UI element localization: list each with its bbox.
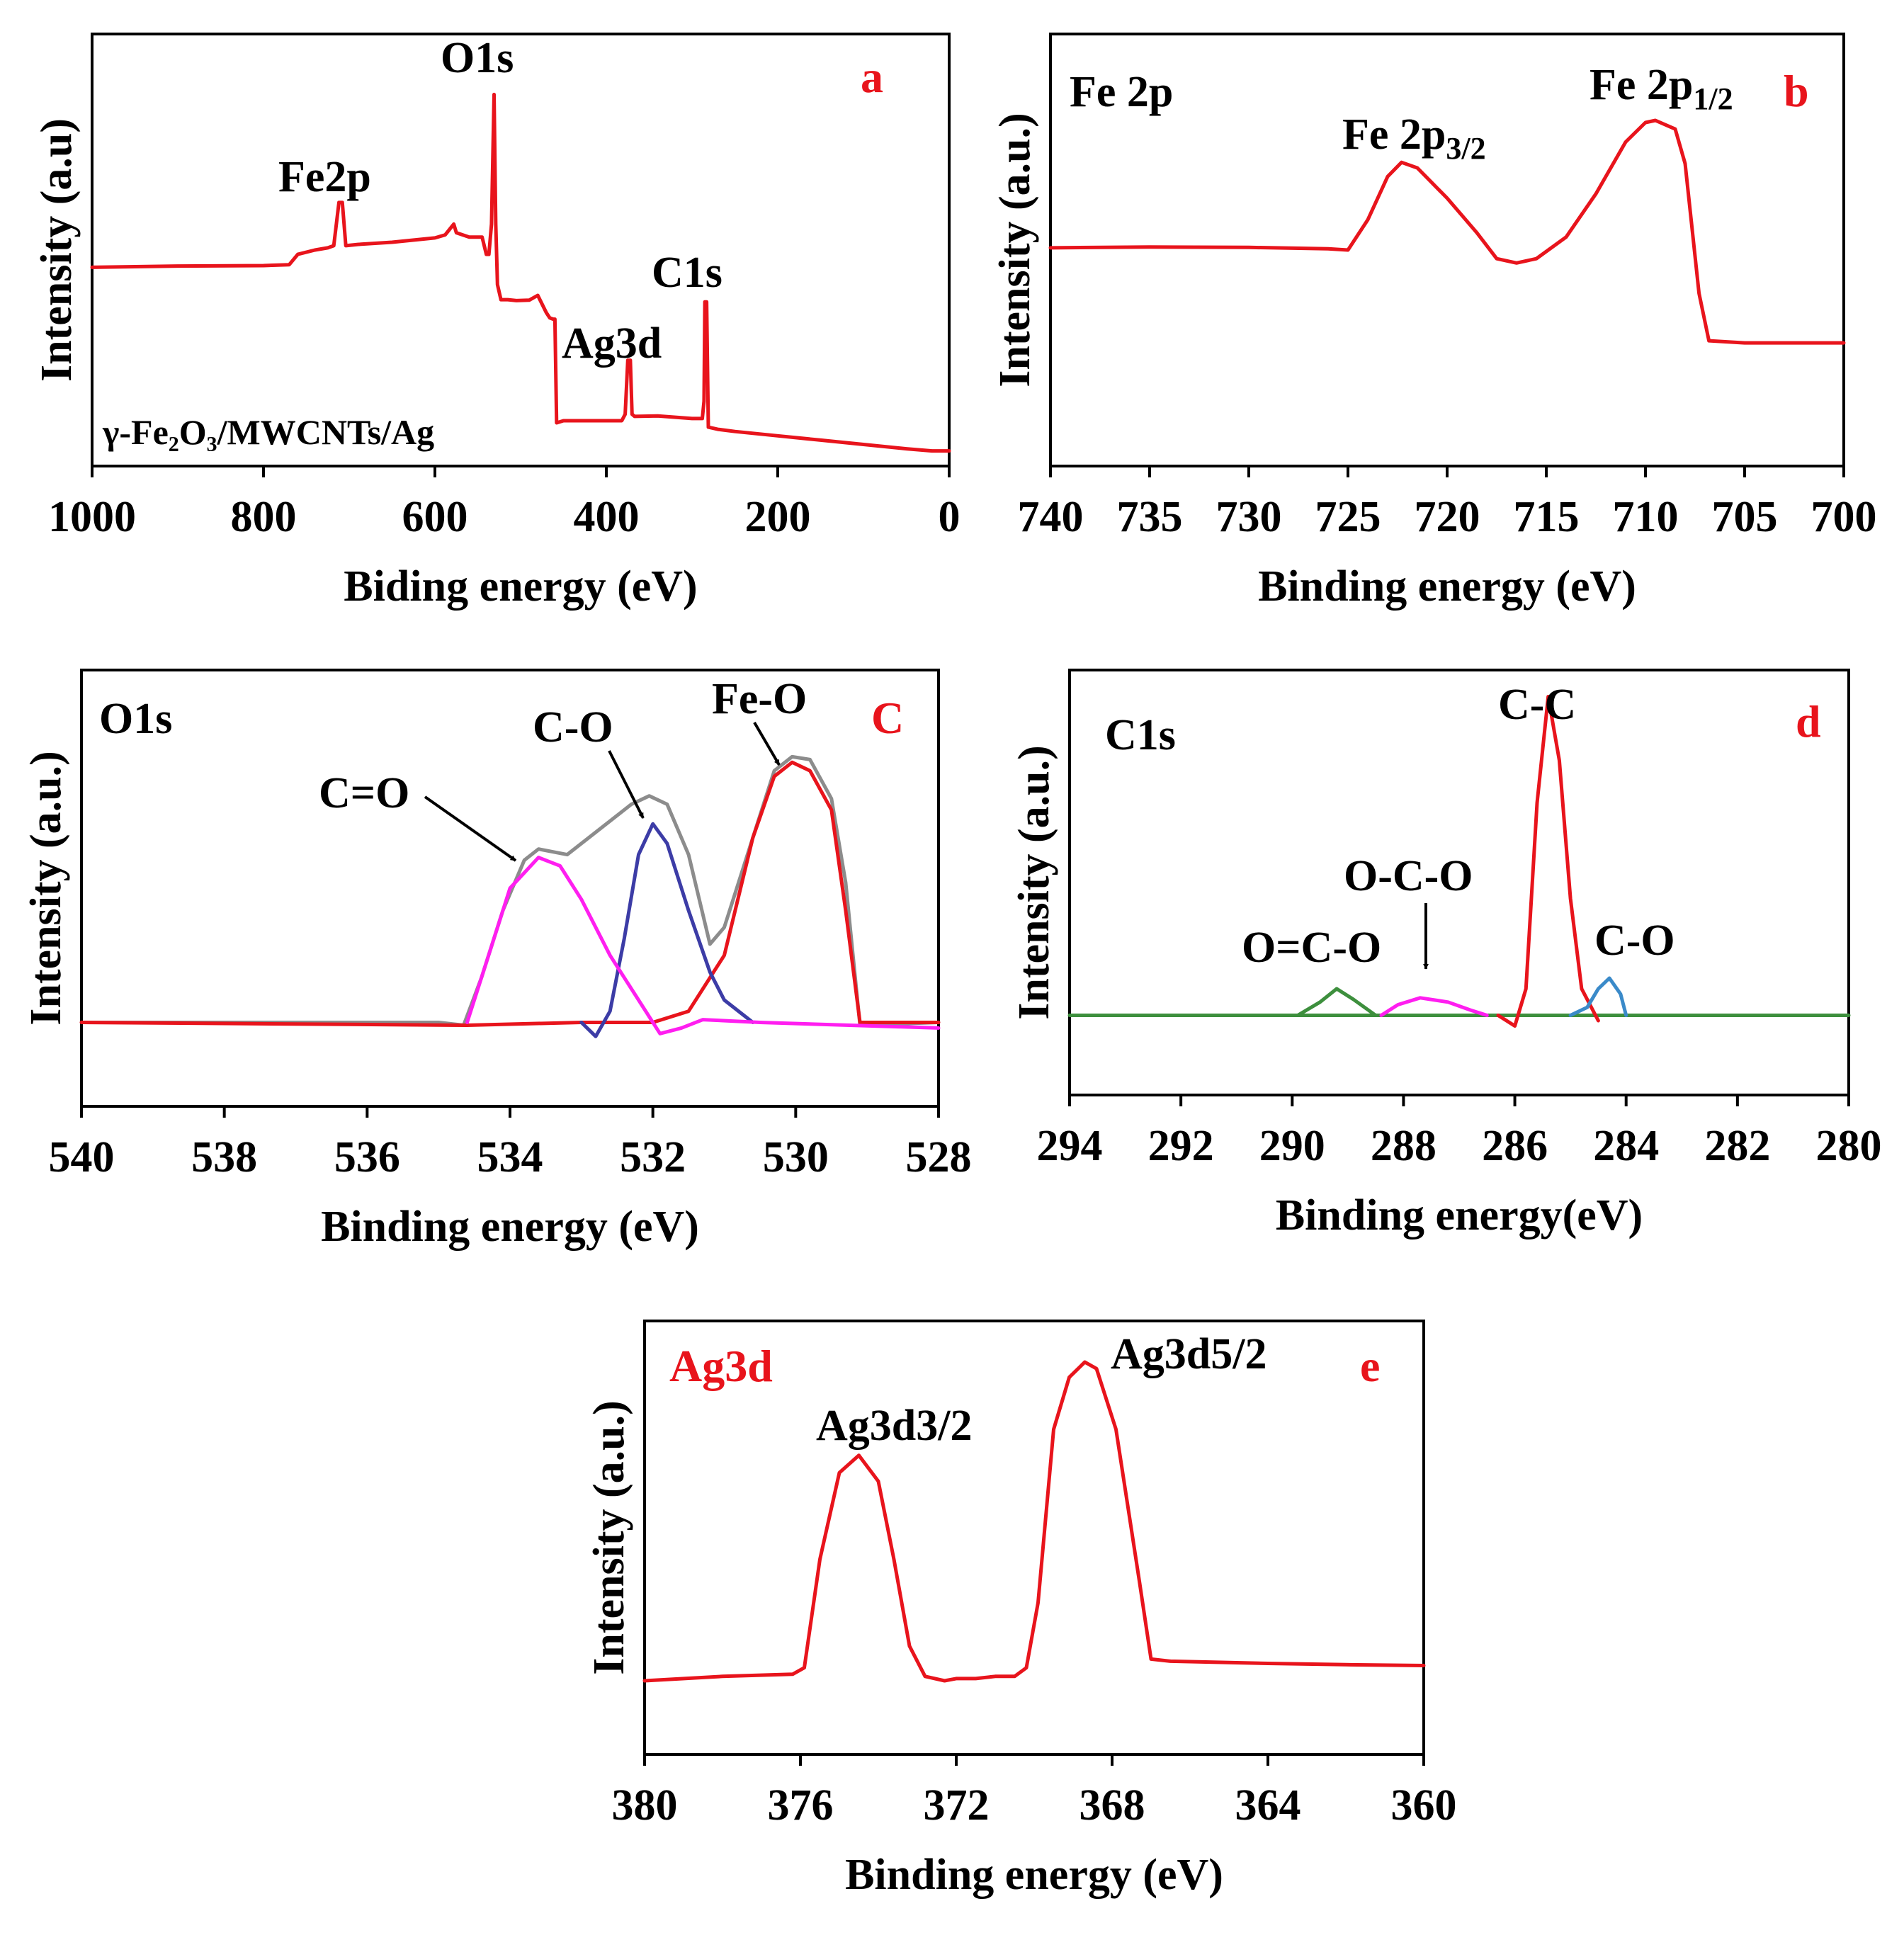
x-axis-label-a: Biding energy (eV) <box>344 562 697 611</box>
x-tick-label-d: 288 <box>1371 1122 1436 1170</box>
x-tick-label-d: 292 <box>1148 1122 1214 1170</box>
x-axis-label-b: Binding energy (eV) <box>1258 562 1636 611</box>
x-axis-label-e: Binding energy (eV) <box>845 1851 1223 1899</box>
peak-label-d-o-c-o: O-C-O <box>1344 852 1473 900</box>
peak-label-b-fe-2p: Fe 2p1/2 <box>1590 61 1733 116</box>
peak-label-a-o1s: O1s <box>441 34 514 82</box>
x-tick-label-b: 730 <box>1216 493 1282 541</box>
x-tick-label-b: 735 <box>1117 493 1183 541</box>
series-c-fe-o <box>79 760 941 1027</box>
x-tick-label-d: 294 <box>1037 1122 1103 1170</box>
panel-title-b: Fe 2p <box>1070 68 1173 116</box>
x-tick-label-e: 368 <box>1080 1781 1145 1830</box>
x-tick-label-a: 400 <box>574 493 640 541</box>
series-e-ag3d <box>642 1360 1426 1683</box>
y-axis-label-e: Intensity (a.u.) <box>585 1400 633 1675</box>
x-tick-label-c: 528 <box>906 1133 972 1181</box>
x-tick-label-a: 200 <box>745 493 811 541</box>
y-axis-label-d: Intensity (a.u.) <box>1010 745 1058 1020</box>
x-tick-label-c: 536 <box>334 1133 400 1181</box>
peak-label-a-c1s: C1s <box>652 249 722 297</box>
chart-e: 380 376 372 368 364 360 Binding energy (eV) Int… <box>585 1320 1457 1899</box>
series-d-c-c <box>1496 695 1600 1028</box>
chart-d: 294 292 290 288 286 284 282 280 Binding energy(e… <box>1010 669 1882 1240</box>
y-axis-label-b: Intensity (a.u.) <box>991 113 1039 387</box>
peak-label-d-c-o: C-O <box>1594 917 1675 965</box>
x-tick-label-d: 284 <box>1593 1122 1659 1170</box>
chart-a: 1000 800 600 400 200 0 Biding energy (eV) Inten… <box>33 33 960 611</box>
plot-frame-e <box>643 1320 1425 1756</box>
panel-letter-c: C <box>871 693 904 743</box>
y-axis-label-a: Intensity (a.u) <box>33 118 81 382</box>
annotation-arrow-c <box>608 750 645 819</box>
series-d-c-o <box>1568 976 1628 1017</box>
x-tick-label-e: 380 <box>612 1781 678 1830</box>
peak-label-c-c-o: C=O <box>319 769 409 817</box>
x-tick-label-e: 364 <box>1235 1781 1301 1830</box>
series-d-o-c-o <box>1296 987 1378 1017</box>
panel-letter-e: e <box>1360 1341 1380 1391</box>
panel-letter-d: d <box>1796 696 1821 747</box>
x-tick-label-b: 720 <box>1415 493 1480 541</box>
peak-label-b-fe-2p: Fe 2p3/2 <box>1342 110 1486 166</box>
x-tick-label-c: 532 <box>620 1133 686 1181</box>
x-axis-label-d: Binding energy(eV) <box>1276 1191 1643 1240</box>
annotation-arrow-c <box>424 795 517 862</box>
x-tick-label-a: 600 <box>402 493 468 541</box>
annotation-arrow-c <box>753 721 781 766</box>
x-tick-label-b: 725 <box>1315 493 1381 541</box>
panel-title-e: Ag3d <box>669 1341 773 1391</box>
x-tick-label-b: 710 <box>1613 493 1679 541</box>
series-a-survey <box>90 92 951 453</box>
plot-frame-a <box>91 33 951 467</box>
x-tick-label-b: 700 <box>1811 493 1877 541</box>
peak-label-a-ag3d: Ag3d <box>562 319 662 368</box>
sample-label: γ-Fe₂O₃/MWCNTs/Ag <box>102 412 434 452</box>
x-tick-label-d: 286 <box>1482 1122 1548 1170</box>
x-tick-label-c: 534 <box>477 1133 543 1181</box>
x-tick-label-a: 0 <box>939 493 960 541</box>
y-axis-label-c: Intensity (a.u.) <box>22 751 70 1026</box>
series-b-fe-2p <box>1048 118 1846 345</box>
panel-letter-a: a <box>861 52 883 102</box>
peak-label-e-ag3d5-2: Ag3d5/2 <box>1111 1330 1266 1378</box>
series-c-c-o <box>579 822 755 1038</box>
peak-label-a-fe2p: Fe2p <box>278 153 371 201</box>
x-tick-label-d: 280 <box>1816 1122 1882 1170</box>
x-tick-label-c: 530 <box>763 1133 829 1181</box>
x-tick-label-d: 290 <box>1259 1122 1325 1170</box>
peak-label-c-c-o: C-O <box>533 703 613 751</box>
panel-title-d: C1s <box>1105 711 1176 759</box>
x-tick-label-e: 360 <box>1391 1781 1457 1830</box>
plot-frame-d <box>1068 669 1850 1096</box>
series-d-o-c-o <box>1379 996 1489 1017</box>
x-tick-label-e: 376 <box>768 1781 834 1830</box>
x-tick-label-a: 1000 <box>48 493 136 541</box>
x-tick-label-c: 540 <box>49 1133 115 1181</box>
chart-c: 540 538 536 534 532 530 528 Binding energy (eV)… <box>22 669 972 1251</box>
series-c-c-o <box>465 856 941 1036</box>
panel-title-c: O1s <box>99 695 172 743</box>
x-tick-label-b: 740 <box>1018 493 1084 541</box>
chart-b: 740 735 730 725 720 715 710 705 700 Binding energ… <box>991 33 1877 611</box>
panel-letter-b: b <box>1784 66 1809 116</box>
peak-label-d-o-c-o: O=C-O <box>1242 924 1381 972</box>
peak-label-e-ag3d3-2: Ag3d3/2 <box>816 1402 972 1450</box>
peak-label-d-c-c: C-C <box>1498 681 1576 729</box>
x-tick-label-a: 800 <box>231 493 297 541</box>
x-tick-label-c: 538 <box>191 1133 257 1181</box>
x-tick-label-b: 705 <box>1712 493 1778 541</box>
x-tick-label-b: 715 <box>1514 493 1580 541</box>
x-axis-label-c: Binding energy (eV) <box>321 1203 699 1251</box>
x-tick-label-d: 282 <box>1704 1122 1770 1170</box>
x-tick-label-e: 372 <box>924 1781 990 1830</box>
peak-label-c-fe-o: Fe-O <box>712 675 807 723</box>
